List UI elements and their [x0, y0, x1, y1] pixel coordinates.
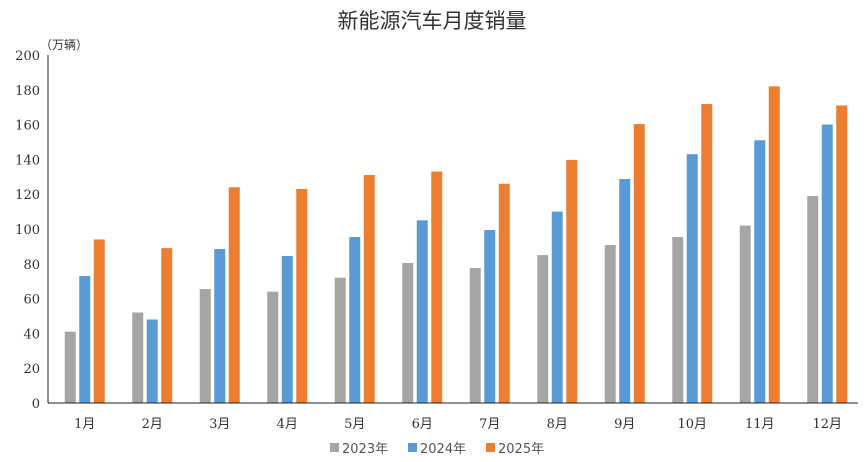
- y-tick-label: 140: [15, 153, 40, 168]
- bar-2024年-1月: [79, 275, 91, 403]
- x-tick-label: 7月: [479, 417, 500, 432]
- bar-2024年-2月: [146, 319, 158, 403]
- bar-2023年-12月: [807, 195, 819, 403]
- bar-2025年-7月: [498, 183, 510, 403]
- legend-label: 2024年: [420, 442, 466, 457]
- bar-2025年-1月: [93, 239, 105, 403]
- bar-2024年-9月: [619, 179, 631, 403]
- bar-2023年-4月: [267, 291, 279, 403]
- x-tick-label: 9月: [614, 417, 635, 432]
- bar-2025年-5月: [363, 175, 375, 403]
- bar-2025年-11月: [768, 86, 780, 403]
- bar-2023年-10月: [672, 237, 684, 403]
- y-tick-label: 200: [15, 49, 40, 64]
- bar-2025年-3月: [228, 187, 240, 403]
- y-tick-label: 60: [23, 293, 40, 308]
- legend-swatch: [330, 443, 339, 452]
- chart-title: 新能源汽车月度销量: [338, 9, 527, 33]
- bar-2024年-7月: [484, 230, 496, 403]
- bar-2024年-12月: [821, 124, 833, 403]
- bar-2025年-2月: [161, 248, 173, 403]
- bar-2024年-11月: [754, 140, 766, 403]
- bar-2023年-2月: [132, 312, 144, 403]
- bar-2024年-4月: [281, 255, 293, 403]
- bar-2024年-10月: [686, 154, 698, 403]
- y-tick-label: 120: [15, 188, 40, 203]
- bar-2025年-10月: [701, 104, 713, 404]
- bar-2023年-9月: [604, 245, 616, 403]
- y-axis-unit: （万辆）: [40, 38, 88, 52]
- y-tick-label: 100: [15, 223, 40, 238]
- y-tick-label: 80: [23, 258, 40, 273]
- bar-2025年-12月: [836, 105, 848, 404]
- x-tick-label: 6月: [412, 417, 433, 432]
- bar-2024年-6月: [416, 220, 428, 403]
- bar-2025年-9月: [633, 124, 645, 403]
- y-tick-label: 180: [15, 84, 40, 99]
- y-tick-label: 160: [15, 119, 40, 134]
- legend-swatch: [408, 443, 417, 452]
- legend-label: 2025年: [498, 442, 544, 457]
- legend-swatch: [486, 443, 495, 452]
- bar-2025年-4月: [296, 188, 308, 403]
- bar-2025年-8月: [566, 159, 578, 403]
- y-tick-label: 20: [23, 362, 40, 377]
- bar-2024年-8月: [551, 211, 563, 403]
- x-tick-label: 10月: [677, 417, 707, 432]
- x-tick-label: 8月: [547, 417, 568, 432]
- bar-2024年-5月: [349, 237, 361, 403]
- bar-2023年-8月: [537, 255, 549, 403]
- bar-2023年-5月: [334, 277, 346, 403]
- x-tick-label: 4月: [277, 417, 298, 432]
- x-tick-label: 3月: [209, 417, 230, 432]
- x-tick-label: 1月: [74, 417, 95, 432]
- x-tick-label: 11月: [745, 417, 775, 432]
- x-tick-label: 5月: [344, 417, 365, 432]
- y-tick-label: 0: [32, 397, 40, 412]
- bar-2025年-6月: [431, 171, 443, 403]
- legend-label: 2023年: [342, 442, 388, 457]
- bar-2023年-3月: [199, 289, 211, 403]
- bar-2023年-6月: [402, 262, 414, 403]
- bar-2023年-7月: [469, 267, 481, 403]
- y-tick-label: 40: [23, 327, 40, 342]
- bar-2024年-3月: [214, 249, 226, 403]
- x-tick-label: 2月: [142, 417, 163, 432]
- bar-2023年-1月: [64, 331, 76, 403]
- x-tick-label: 12月: [812, 417, 842, 432]
- bar-2023年-11月: [739, 225, 751, 403]
